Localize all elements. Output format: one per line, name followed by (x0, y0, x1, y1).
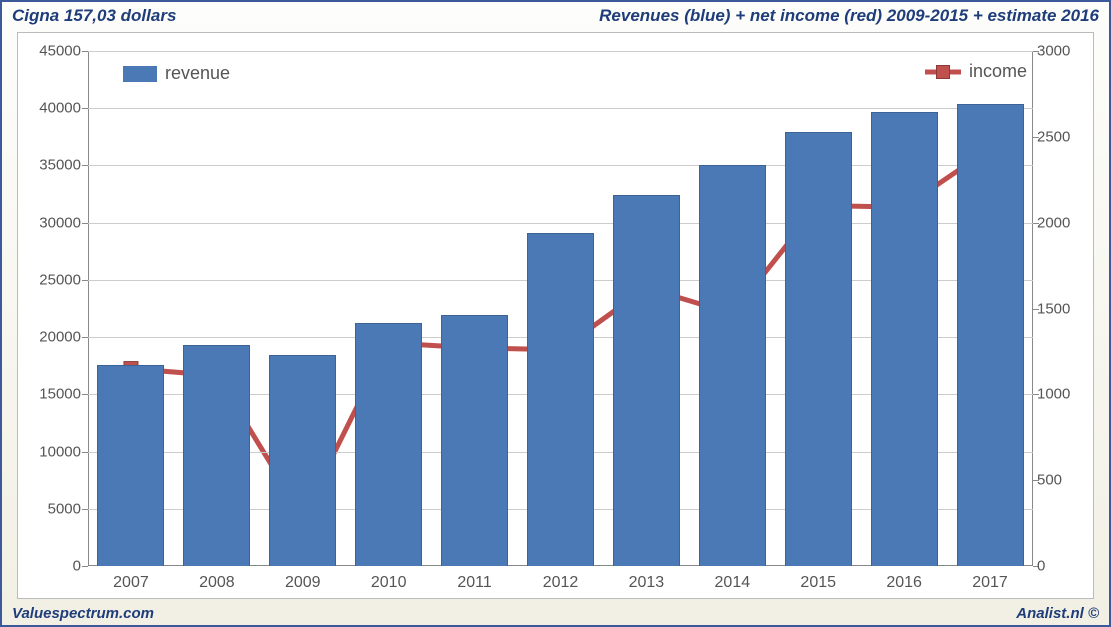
header-left: Cigna 157,03 dollars (12, 6, 176, 26)
y-left-tick (82, 223, 88, 224)
y-right-tick-label: 2500 (1037, 128, 1085, 145)
y-right-tick-label: 1000 (1037, 386, 1085, 403)
x-tick-label: 2011 (457, 574, 491, 592)
bar (97, 365, 164, 566)
y-left-tick-label: 30000 (26, 214, 81, 231)
x-tick-label: 2010 (371, 574, 407, 592)
bar (441, 315, 508, 566)
footer-right: Analist.nl © (1016, 605, 1099, 622)
y-left-tick-label: 25000 (26, 271, 81, 288)
bar (183, 345, 250, 566)
legend-income: income (925, 61, 1027, 82)
bar (785, 132, 852, 566)
y-left-tick (82, 108, 88, 109)
x-tick-label: 2015 (800, 574, 836, 592)
y-left-tick-label: 40000 (26, 100, 81, 117)
y-right-tick-label: 500 (1037, 472, 1085, 489)
x-tick-label: 2013 (629, 574, 665, 592)
footer: Valuespectrum.com Analist.nl © (2, 605, 1109, 622)
bar (871, 112, 938, 566)
y-left-tick-label: 0 (26, 558, 81, 575)
x-tick-label: 2016 (886, 574, 922, 592)
header: Cigna 157,03 dollars Revenues (blue) + n… (2, 2, 1109, 28)
x-tick-label: 2007 (113, 574, 149, 592)
chart-frame: Cigna 157,03 dollars Revenues (blue) + n… (0, 0, 1111, 627)
gridline (88, 108, 1033, 109)
bar (355, 323, 422, 566)
y-left-tick (82, 566, 88, 567)
y-left-tick-label: 15000 (26, 386, 81, 403)
bar (613, 195, 680, 566)
y-right-tick-label: 0 (1037, 558, 1085, 575)
y-left-tick-label: 45000 (26, 43, 81, 60)
legend-revenue: revenue (123, 63, 230, 84)
bar (957, 104, 1024, 566)
legend-revenue-swatch (123, 66, 157, 82)
y-right-tick-label: 2000 (1037, 214, 1085, 231)
bar (699, 165, 766, 566)
y-right-tick-label: 1500 (1037, 300, 1085, 317)
bar (527, 233, 594, 566)
x-tick-label: 2008 (199, 574, 235, 592)
plot-panel: revenue income 0500010000150002000025000… (17, 32, 1094, 599)
y-left-tick (82, 280, 88, 281)
legend-income-swatch (925, 62, 961, 82)
gridline (88, 51, 1033, 52)
y-left-tick (82, 509, 88, 510)
footer-left: Valuespectrum.com (12, 605, 154, 622)
y-left-tick (82, 51, 88, 52)
x-tick-label: 2012 (543, 574, 579, 592)
y-left-tick-label: 10000 (26, 443, 81, 460)
bar (269, 355, 336, 566)
y-left-tick (82, 165, 88, 166)
y-left-tick (82, 337, 88, 338)
legend-income-label: income (969, 61, 1027, 82)
y-left-tick (82, 394, 88, 395)
plot-area (88, 51, 1033, 566)
y-left-tick (82, 452, 88, 453)
y-right-tick-label: 3000 (1037, 43, 1085, 60)
y-left-tick-label: 20000 (26, 329, 81, 346)
x-tick-label: 2014 (715, 574, 751, 592)
header-right: Revenues (blue) + net income (red) 2009-… (599, 6, 1099, 26)
legend-revenue-label: revenue (165, 63, 230, 84)
y-left-tick-label: 35000 (26, 157, 81, 174)
y-left-tick-label: 5000 (26, 500, 81, 517)
x-tick-label: 2009 (285, 574, 321, 592)
x-tick-label: 2017 (972, 574, 1008, 592)
